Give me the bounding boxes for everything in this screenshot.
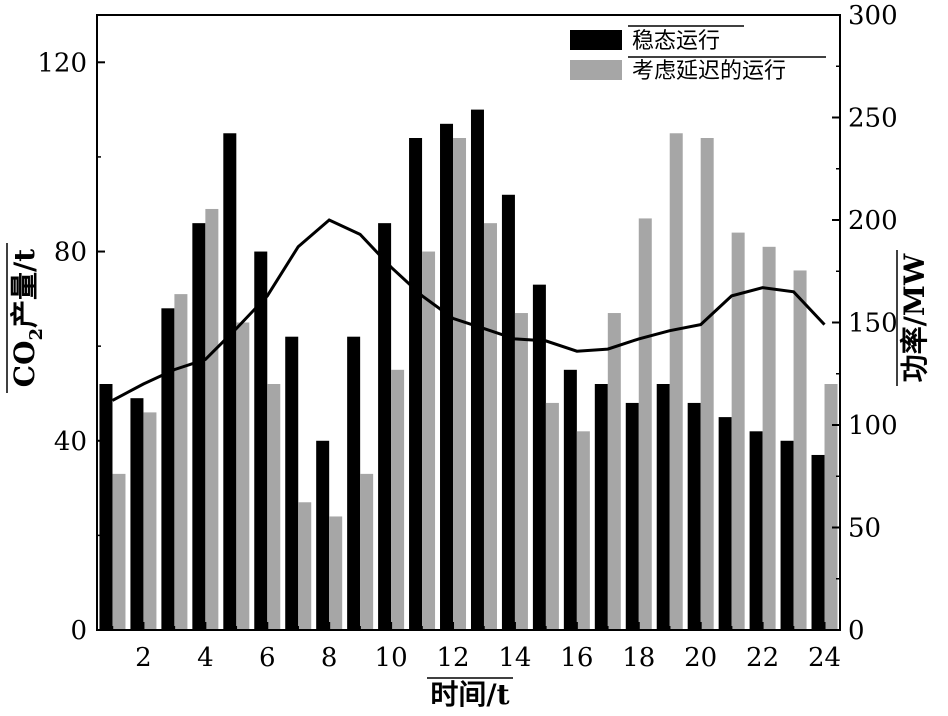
bar-steady [409,138,423,630]
bar-delayed [236,322,250,630]
bar-delayed [205,208,219,630]
bar-steady [780,440,794,630]
bar-steady [347,336,361,630]
legend-label-steady: 稳态运行 [632,29,720,54]
bar-steady [223,133,237,630]
bar-delayed [731,232,745,630]
right-y-tick-label: 50 [848,514,881,544]
bar-steady [192,223,206,630]
bar-delayed [422,251,436,631]
bar-delayed [793,270,807,630]
left-y-tick-label: 40 [54,427,87,457]
bar-steady [99,384,113,630]
bar-series-delayed [112,133,838,631]
bar-steady [687,402,701,630]
bar-delayed [298,502,312,630]
bar-delayed [638,218,652,630]
right-y-tick-label: 0 [848,616,865,646]
bar-series-steady [99,109,825,631]
x-tick-label: 2 [135,643,152,673]
bar-delayed [329,516,343,630]
left-y-tick-label: 120 [37,48,87,78]
bar-delayed [700,138,714,630]
bar-steady [440,123,454,631]
bar-delayed [483,223,497,630]
bar-steady [254,251,268,631]
left-y-tick-label: 0 [70,616,87,646]
x-axis-title: 时间/t [427,677,513,711]
bar-delayed [267,384,281,630]
bar-steady [470,109,484,631]
bar-steady [718,417,732,630]
bar-delayed [143,412,157,630]
legend: 稳态运行 考虑延迟的运行 [570,25,826,84]
right-y-tick-label: 300 [848,1,898,31]
left-y-axis-title: CO2产量/t [6,243,47,393]
x-tick-label: 20 [684,643,717,673]
x-tick-label: 12 [436,643,469,673]
bar-steady [161,308,175,630]
bar-delayed [824,384,838,630]
right-y-axis-title: 功率/MW [896,250,931,386]
x-tick-label: 8 [321,643,338,673]
left-y-axis-label: CO2产量/t [8,249,47,387]
right-y-tick-label: 150 [848,309,898,339]
right-y-axis-label: 功率/MW [898,253,931,382]
x-tick-label: 18 [622,643,655,673]
x-tick-label: 10 [375,643,408,673]
x-tick-label: 16 [560,643,593,673]
bar-steady [811,454,825,630]
bar-steady [625,402,639,630]
power-line [111,218,826,402]
bar-steady [749,431,763,630]
axis-ticks: 2 4 6 8 10 12 14 16 18 20 22 2404080120050100150200… [37,1,897,673]
bar-steady [316,440,330,630]
bar-steady [563,369,577,630]
bar-delayed [360,473,374,630]
bar-steady [130,398,144,630]
x-tick-label: 6 [259,643,276,673]
x-tick-label: 14 [498,643,531,673]
bar-steady [656,384,670,630]
bar-delayed [545,402,559,630]
bar-steady [285,336,299,630]
bar-delayed [762,246,776,631]
legend-label-delayed: 考虑延迟的运行 [632,59,786,84]
bar-delayed [453,138,467,630]
bar-steady [501,194,515,630]
x-tick-label: 22 [746,643,779,673]
bar-delayed [576,431,590,630]
bar-steady [378,223,392,630]
bar-delayed [514,313,528,630]
bar-delayed [669,133,683,630]
bar-delayed [174,294,188,630]
right-y-tick-label: 200 [848,206,898,236]
x-axis-label: 时间/t [430,678,509,711]
left-y-tick-label: 80 [54,238,87,268]
bar-delayed [391,369,405,630]
legend-swatch-steady [570,30,622,50]
bar-delayed [607,313,621,630]
right-y-tick-label: 250 [848,104,898,134]
bar-steady [594,384,608,630]
bar-steady [532,284,546,630]
right-y-tick-label: 100 [848,411,898,441]
legend-swatch-delayed [570,60,622,80]
x-tick-label: 4 [197,643,214,673]
x-tick-label: 24 [808,643,841,673]
bar-delayed [112,473,126,630]
